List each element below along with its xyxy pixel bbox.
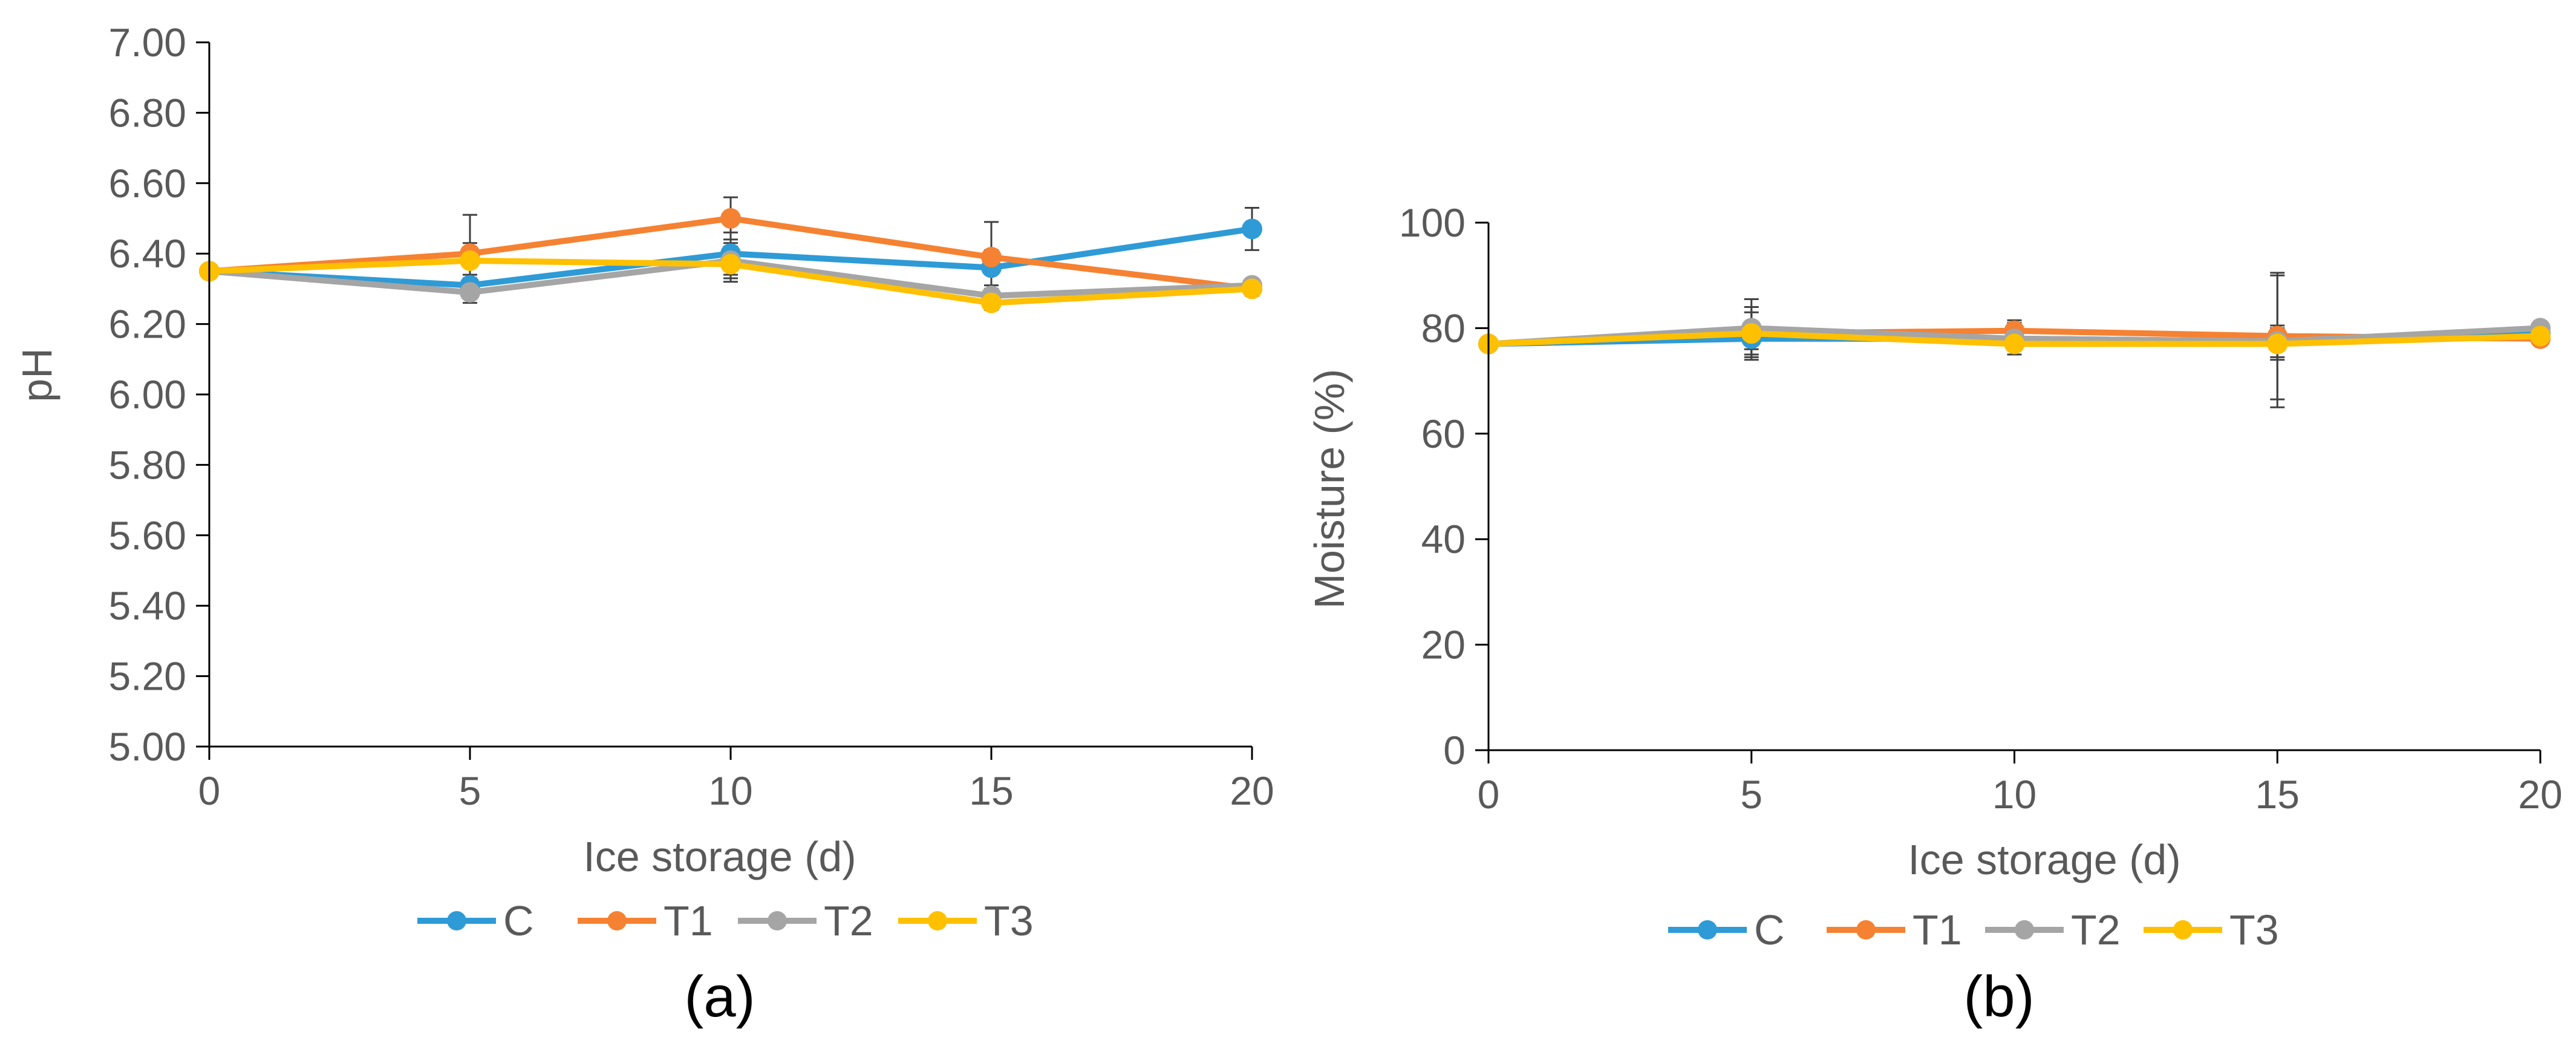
- data-point-t1-a: [720, 208, 741, 229]
- y-tick-label-a: 6.60: [109, 161, 186, 206]
- x-tick-label-a: 20: [1230, 768, 1274, 813]
- series-lines-a: [199, 208, 1262, 313]
- legend-label-t2: T2: [2071, 906, 2121, 953]
- legend-marker-t2: [768, 911, 787, 930]
- legend-marker-t3: [928, 911, 947, 930]
- y-tick-label-b: 0: [1443, 728, 1466, 773]
- legend-marker-t3: [2173, 920, 2193, 940]
- x-tick-label-b: 10: [1992, 772, 2036, 817]
- axes-b: [1475, 221, 2542, 763]
- chart-a: 5.00 5.20 5.40 5.60 5.80 6.00 6.20 6.40 6.60 6.80…: [13, 20, 1274, 1029]
- x-tick-label-a: 10: [708, 768, 752, 813]
- y-axis-title-b: Moisture (%): [1306, 369, 1353, 609]
- x-tick-label-a: 5: [459, 768, 481, 813]
- x-axis-title-a: Ice storage (d): [583, 833, 856, 880]
- data-point-t2-a: [460, 282, 480, 303]
- y-tick-label-b: 20: [1421, 623, 1466, 667]
- legend-marker-t2: [2015, 920, 2034, 940]
- x-axis-title-b: Ice storage (d): [1908, 836, 2180, 883]
- legend-label-t1: T1: [1912, 906, 1962, 953]
- tick-labels-b: 0 20 40 60 80 100 0 5 10 15 20: [1399, 200, 2563, 817]
- data-point-t3-a: [460, 250, 480, 271]
- data-point-t3-b: [2004, 333, 2025, 355]
- x-tick-label-b: 5: [1740, 772, 1762, 817]
- data-point-t3-a: [1242, 278, 1262, 299]
- data-point-t3-a: [720, 253, 741, 275]
- legend-b: C T1 T2 T3: [1668, 906, 2279, 953]
- tick-labels-a: 5.00 5.20 5.40 5.60 5.80 6.00 6.20 6.40 6.60 6.80…: [109, 20, 1274, 813]
- data-point-t3-a: [981, 292, 1002, 313]
- y-tick-label-a: 7.00: [109, 20, 186, 65]
- y-tick-label-b: 40: [1421, 517, 1466, 561]
- legend-marker-c: [1698, 920, 1717, 940]
- legend-label-t2: T2: [824, 897, 873, 944]
- y-tick-label-b: 80: [1421, 306, 1466, 350]
- data-point-c-a: [1242, 218, 1262, 240]
- legend-label-c: C: [503, 897, 534, 944]
- x-tick-label-b: 0: [1478, 772, 1500, 817]
- x-tick-label-b: 15: [2255, 772, 2300, 817]
- x-tick-label-a: 0: [198, 768, 221, 813]
- legend-marker-t1: [607, 911, 627, 930]
- y-tick-label-a: 6.20: [109, 302, 186, 347]
- legend-a: C T1 T2 T3: [417, 897, 1034, 944]
- y-tick-label-a: 5.40: [109, 583, 186, 628]
- legend-marker-c: [447, 911, 466, 930]
- data-point-t3-b: [1741, 323, 1762, 344]
- panel-label-b: (b): [1963, 964, 2034, 1029]
- legend-label-t3: T3: [2229, 906, 2279, 953]
- legend-marker-t1: [1856, 920, 1876, 940]
- data-point-t1-a: [981, 247, 1002, 268]
- y-tick-label-b: 100: [1399, 200, 1466, 245]
- y-tick-label-a: 6.00: [109, 372, 186, 417]
- data-point-t3-b: [2267, 333, 2288, 355]
- y-tick-label-a: 5.60: [109, 513, 186, 558]
- series-lines-b: [1478, 318, 2551, 355]
- x-tick-label-a: 15: [969, 768, 1013, 813]
- y-axis-title-a: pH: [13, 348, 60, 402]
- legend-label-c: C: [1754, 906, 1785, 953]
- legend-label-t3: T3: [984, 897, 1034, 944]
- axes-a: [196, 41, 1253, 760]
- y-tick-label-a: 5.80: [109, 442, 186, 487]
- y-tick-label-b: 60: [1421, 411, 1466, 456]
- data-point-t3-b: [2530, 325, 2551, 347]
- y-tick-label-a: 6.80: [109, 90, 186, 135]
- y-tick-label-a: 6.40: [109, 231, 186, 276]
- y-tick-label-a: 5.20: [109, 654, 186, 699]
- y-tick-label-a: 5.00: [109, 724, 186, 769]
- chart-b: 0 20 40 60 80 100 0 5 10 15 20 Ice storage (d) Moi…: [1306, 200, 2563, 1029]
- legend-label-t1: T1: [664, 897, 713, 944]
- panel-label-a: (a): [684, 964, 755, 1029]
- x-tick-label-b: 20: [2518, 772, 2562, 817]
